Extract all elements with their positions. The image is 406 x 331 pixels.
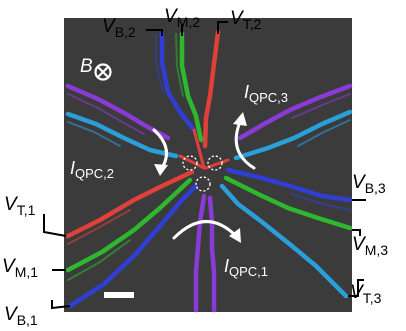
voltage-label-VT1: VT,1 <box>4 194 36 218</box>
field-label: B <box>80 56 93 77</box>
qpc-circle-2 <box>182 155 198 171</box>
gate-T2 <box>202 29 221 149</box>
gate-T3-cyan <box>219 183 349 299</box>
qpc-circle-1 <box>195 176 211 192</box>
voltage-label-VM1: VM,1 <box>2 256 38 280</box>
current-label-qpc2: IQPC,2 <box>70 158 114 181</box>
voltage-label-VM3: VM,3 <box>352 234 388 258</box>
voltage-label-VB2: VB,2 <box>102 16 136 40</box>
curved-arrow-icon <box>234 120 256 170</box>
voltage-label-VB3: VB,3 <box>352 172 386 196</box>
gate-B2 <box>159 31 197 133</box>
gate-cyan-upper-left <box>65 111 179 159</box>
gate-B1 <box>67 183 199 309</box>
gate-M2 <box>179 31 204 143</box>
voltage-label-VT2: VT,2 <box>230 8 262 32</box>
current-label-qpc3: IQPC,3 <box>244 82 288 105</box>
gate-M3 <box>223 175 353 231</box>
gate-M1 <box>65 177 193 273</box>
into-page-circled-x-icon <box>94 63 112 81</box>
gate-cyan-upper-right <box>233 109 353 161</box>
gate-B3 <box>225 167 353 203</box>
curved-arrow-icon <box>172 220 238 240</box>
curved-arrow-icon <box>152 128 168 170</box>
qpc-circle-3 <box>207 155 223 171</box>
gate-purple-bottom-right <box>207 195 217 313</box>
voltage-label-VB1: VB,1 <box>4 304 38 328</box>
gate-purple-bottom-left <box>193 193 207 313</box>
gate-purple-upper-right <box>237 83 353 141</box>
current-label-qpc1: IQPC,1 <box>224 256 268 279</box>
scale-bar-icon <box>104 292 134 298</box>
voltage-label-VM2: VM,2 <box>164 6 200 30</box>
gate-T1 <box>65 169 195 239</box>
voltage-label-VT3: VT,3 <box>350 282 382 306</box>
